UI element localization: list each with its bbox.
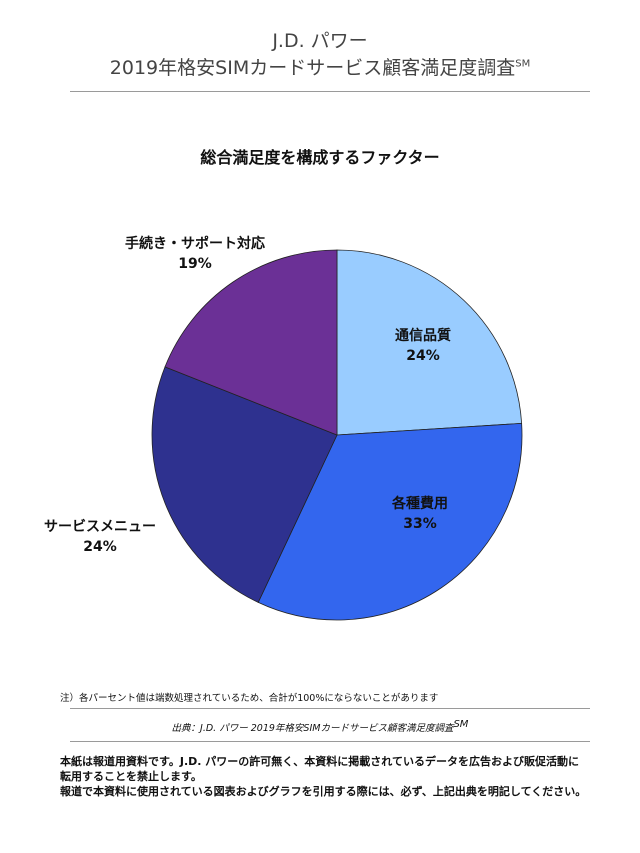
header-survey-title: 2019年格安SIMカードサービス顧客満足度調査SM xyxy=(0,53,640,80)
header-divider xyxy=(70,91,590,92)
pie-slice-0 xyxy=(336,249,523,436)
slice-name-3: 手続き・サポート対応 xyxy=(125,236,265,252)
slice-value-1: 33% xyxy=(403,516,437,532)
slice-value-0: 24% xyxy=(406,348,440,364)
pie-slice-2 xyxy=(151,366,338,603)
disclaimer: 本紙は報道用資料です。J.D. パワーの許可無く、本資料に掲載されているデータを… xyxy=(60,754,600,799)
slice-value-3: 19% xyxy=(178,256,212,272)
pie-slice-3 xyxy=(164,249,338,436)
slice-name-2: サービスメニュー xyxy=(44,519,156,535)
slice-name-1: 各種費用 xyxy=(392,496,448,512)
header-brand: J.D. パワー xyxy=(272,30,368,52)
source-text: 出典：J.D. パワー 2019年格安SIMカードサービス顧客満足度調査 xyxy=(171,723,454,735)
chart-title: 総合満足度を構成するファクター xyxy=(200,148,440,167)
disclaimer-line: 本紙は報道用資料です。J.D. パワーの許可無く、本資料に掲載されているデータを… xyxy=(60,755,579,768)
rounding-note: 注）各パーセント値は端数処理されているため、合計が100%にならないことがありま… xyxy=(60,693,439,704)
pie-slice-1 xyxy=(257,422,523,621)
slice-label-0: 通信品質 24% xyxy=(363,326,483,366)
slice-label-3: 手続き・サポート対応 19% xyxy=(105,234,285,274)
slice-value-2: 24% xyxy=(83,539,117,555)
source-divider xyxy=(70,741,590,742)
slice-label-1: 各種費用 33% xyxy=(360,494,480,534)
slice-label-2: サービスメニュー 24% xyxy=(25,517,175,557)
source-credit: 出典：J.D. パワー 2019年格安SIMカードサービス顧客満足度調査SM xyxy=(0,719,640,734)
source-sm-mark: SM xyxy=(453,719,469,730)
header-survey-text: 2019年格安SIMカードサービス顧客満足度調査 xyxy=(109,57,516,79)
slice-name-0: 通信品質 xyxy=(395,328,451,344)
header-sm-mark: SM xyxy=(515,58,531,70)
note-divider xyxy=(70,708,590,709)
disclaimer-line: 報道で本資料に使用されている図表およびグラフを引用する際には、必ず、上記出典を明… xyxy=(60,785,587,798)
disclaimer-line: 転用することを禁止します。 xyxy=(60,770,202,783)
